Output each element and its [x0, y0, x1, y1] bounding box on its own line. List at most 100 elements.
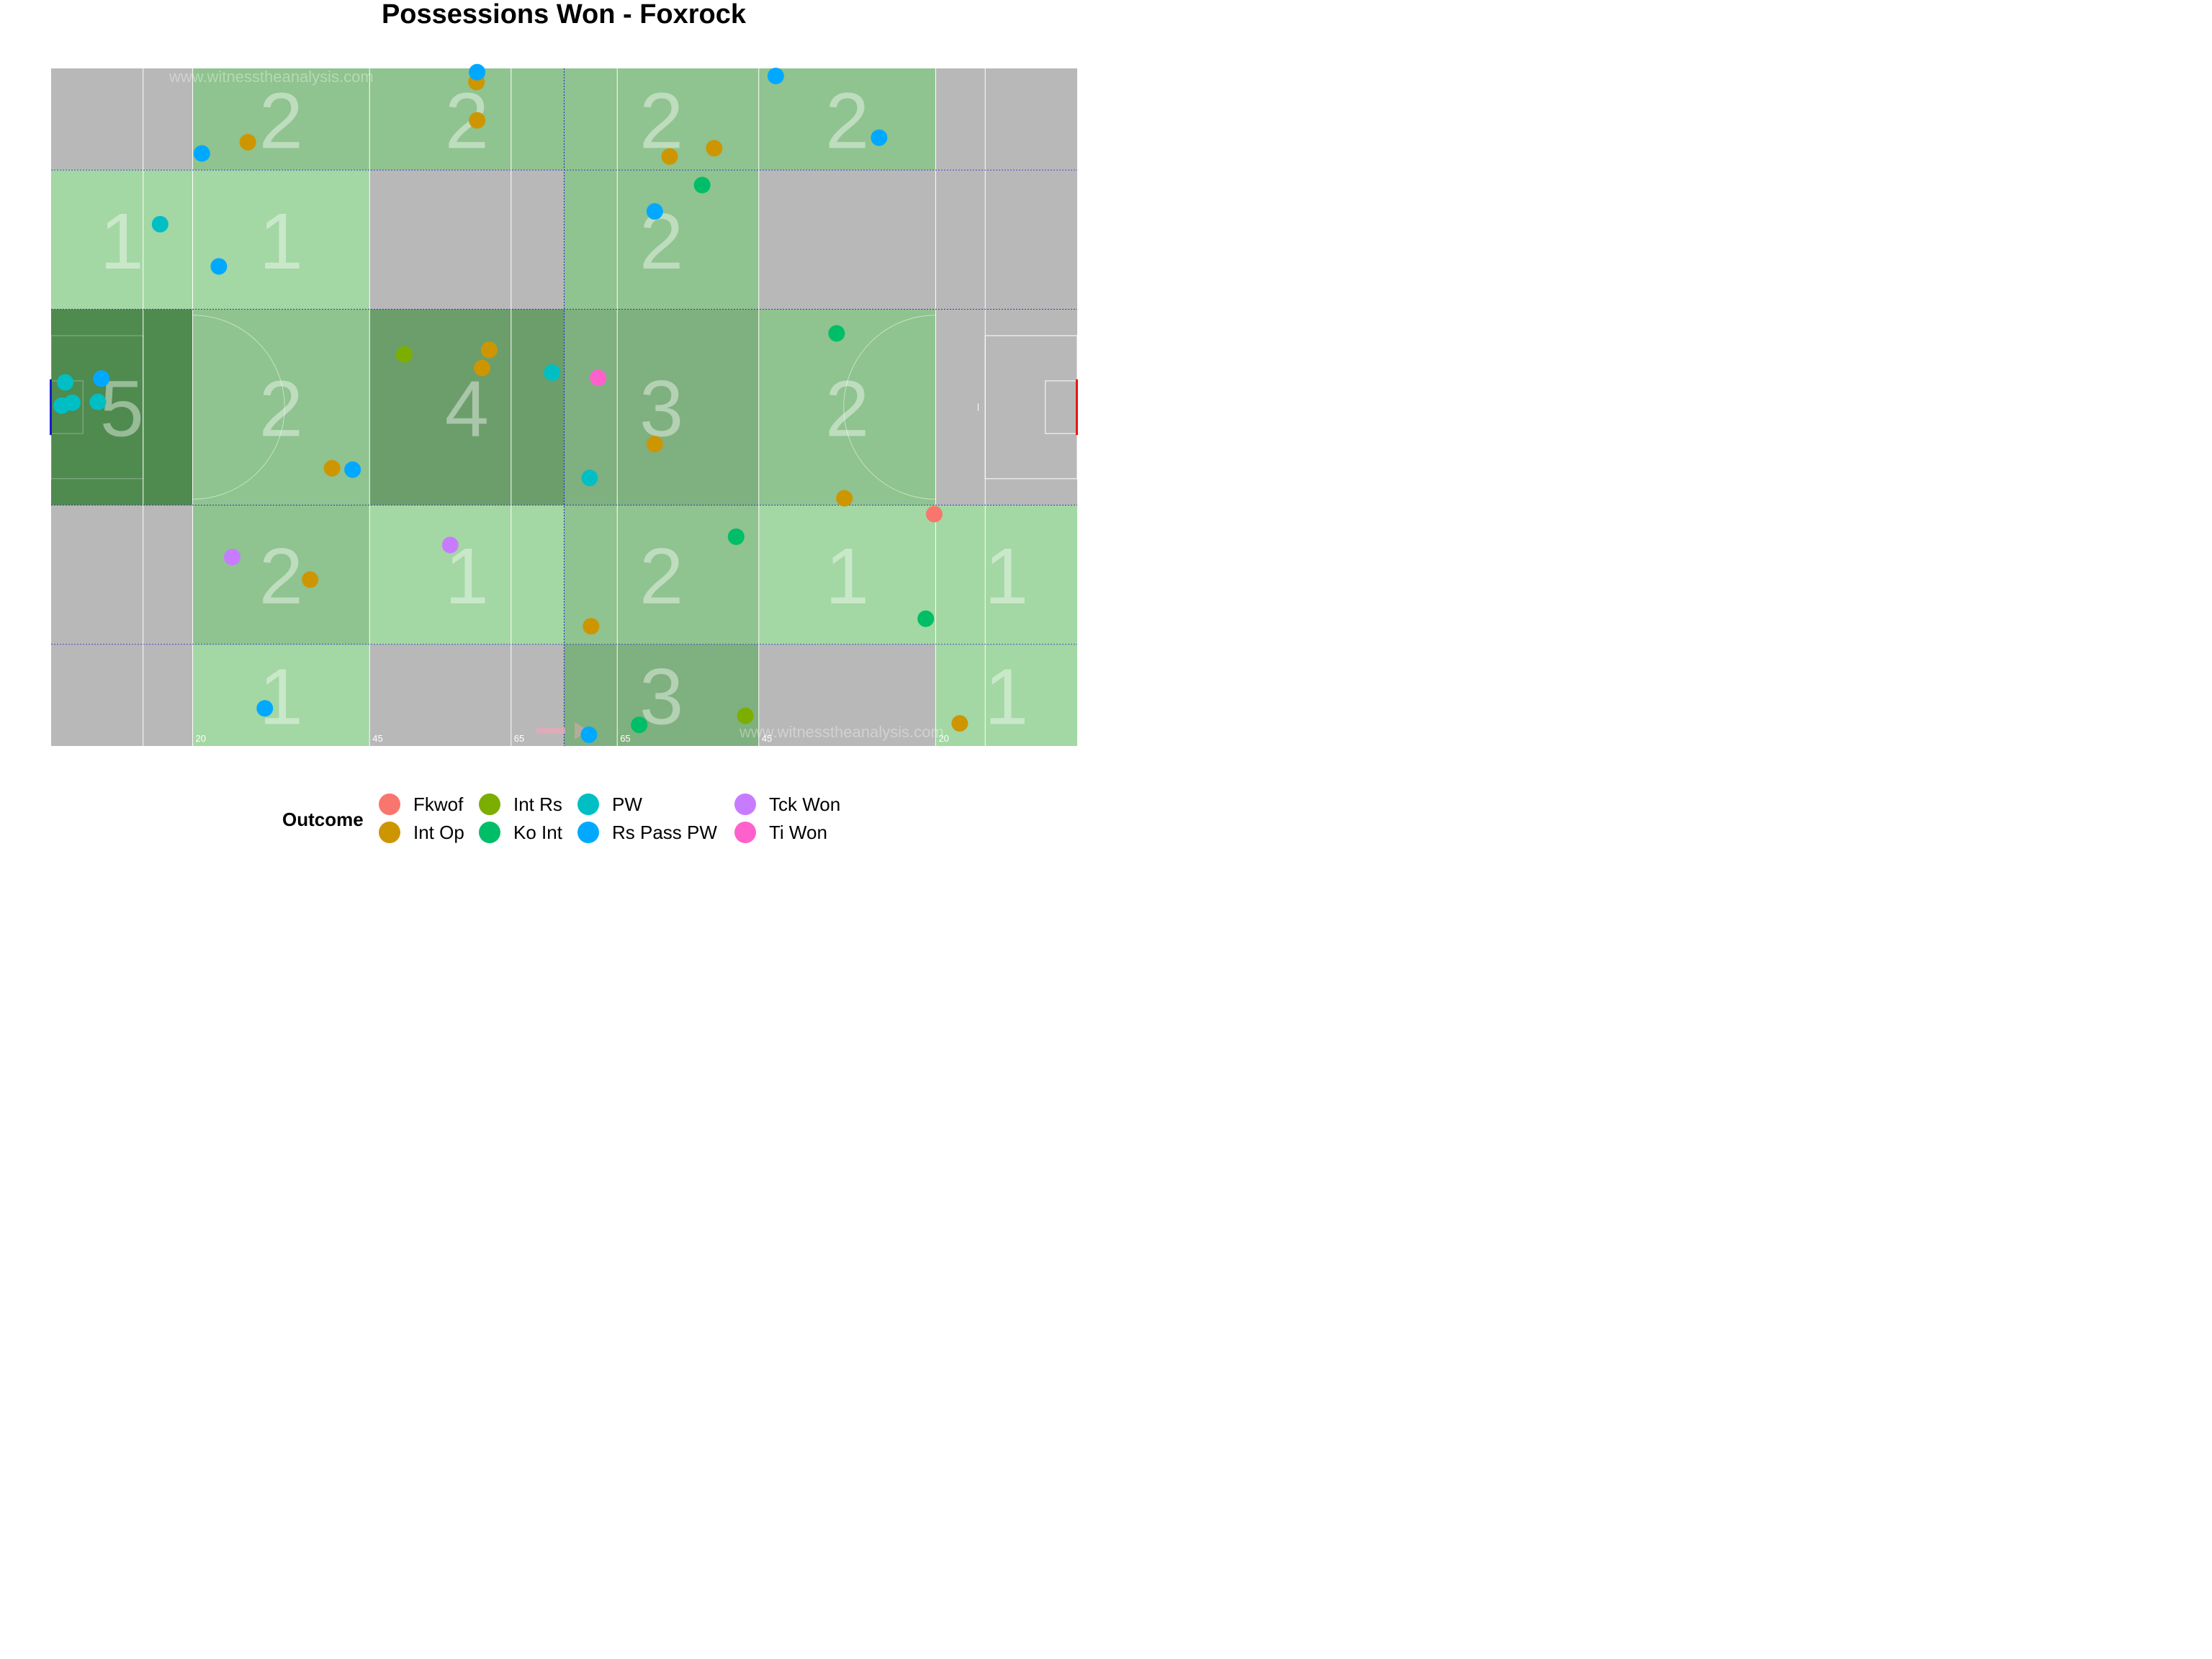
- possession-point: [828, 325, 845, 342]
- possession-point: [480, 341, 498, 359]
- legend-key: [577, 822, 599, 843]
- zone-cell: [192, 309, 370, 505]
- possession-point: [441, 536, 459, 554]
- zone-count: 2: [259, 532, 303, 621]
- zone-count: 4: [445, 365, 489, 454]
- possession-point: [581, 469, 598, 487]
- right-arc: [843, 315, 936, 500]
- watermark-top: www.witnesstheanalysis.com: [168, 68, 374, 86]
- possession-point: [583, 618, 600, 635]
- zone-count: 2: [825, 77, 869, 166]
- possession-point: [469, 63, 486, 81]
- legend-key: [379, 793, 400, 815]
- zone-cell: [369, 505, 565, 644]
- zone-cell: [758, 505, 936, 644]
- zone-cell: [564, 644, 759, 746]
- legend-key: [479, 793, 500, 815]
- zone-cell: [192, 170, 370, 310]
- zone-cell: [369, 309, 565, 505]
- possession-point: [224, 549, 241, 566]
- zone-count: 2: [259, 77, 303, 166]
- chart-title: Possessions Won - Foxrock: [382, 0, 747, 30]
- zone-count: 2: [259, 365, 303, 454]
- legend-label: Ko Int: [513, 822, 563, 843]
- tick-label: 45: [372, 733, 382, 744]
- possession-point: [925, 505, 943, 523]
- possession-points: [53, 63, 968, 743]
- zone-cell: [192, 68, 370, 171]
- legend-key: [479, 822, 500, 843]
- possession-point: [89, 393, 107, 410]
- possession-point: [693, 176, 711, 194]
- pitch-chart: Possessions Won - Foxrock 2 2 2 21 1 25 2 4 3 22 1…: [50, 0, 1078, 843]
- possession-point: [871, 129, 888, 146]
- zone-cell: [564, 309, 759, 505]
- possession-point: [344, 461, 361, 478]
- possession-point: [580, 726, 598, 743]
- zone-count: 1: [100, 197, 144, 286]
- legend-title: Outcome: [282, 809, 364, 830]
- legend-label: Fkwof: [413, 793, 464, 815]
- zone-count: 3: [639, 365, 683, 454]
- zone-count: 2: [825, 365, 869, 454]
- zone-cell: [935, 505, 1077, 644]
- zone-cell: [564, 68, 759, 171]
- zone-count: 1: [259, 652, 303, 741]
- legend: Outcome Fkwof Int Op Int Rs Ko Int PW Rs Pass…: [282, 793, 840, 843]
- possession-point: [631, 716, 648, 734]
- possession-point: [256, 700, 274, 717]
- possession-point: [93, 370, 110, 387]
- possession-point: [767, 67, 784, 84]
- zone-count: 2: [639, 77, 683, 166]
- pitch-lines: [50, 68, 1078, 746]
- legend-key: [577, 793, 599, 815]
- zone-count-labels: 2 2 2 21 1 25 2 4 3 22 1 2 1 11 3 1: [100, 77, 1029, 742]
- possession-point: [727, 528, 745, 545]
- watermark-bottom: www.witnesstheanalysis.com: [739, 723, 944, 741]
- tick-label: 65: [514, 733, 524, 744]
- legend-key: [734, 793, 756, 815]
- zone-count: 1: [984, 652, 1028, 741]
- possession-point: [590, 369, 607, 387]
- zone-count: 1: [259, 197, 303, 286]
- possession-point: [646, 203, 663, 220]
- possession-point: [646, 436, 663, 453]
- left-goal: [50, 379, 52, 436]
- possession-point: [210, 258, 228, 275]
- possession-point: [323, 459, 341, 477]
- zone-cell: [758, 309, 936, 505]
- tick-label: 20: [196, 733, 206, 744]
- zone-count: 1: [825, 532, 869, 621]
- legend-label: PW: [612, 793, 642, 815]
- zone-count: 1: [984, 532, 1028, 621]
- possession-point: [544, 364, 561, 381]
- possession-point: [151, 215, 168, 233]
- zone-cell: [369, 68, 565, 171]
- possession-point: [951, 715, 968, 732]
- possession-point: [469, 112, 486, 129]
- legend-key: [379, 822, 400, 843]
- possession-point: [193, 145, 210, 162]
- direction-arrow-shaft: [536, 728, 565, 734]
- distance-tick-labels: 20 45 65 65 45 20: [196, 733, 949, 744]
- possession-point: [395, 346, 413, 363]
- zone-cell: [192, 644, 370, 746]
- legend-label: Ti Won: [769, 822, 827, 843]
- zone-cell: [51, 170, 193, 310]
- legend-label: Int Rs: [513, 793, 562, 815]
- possession-point: [63, 394, 81, 411]
- zone-cell: [564, 170, 759, 310]
- legend-key: [734, 822, 756, 843]
- legend-label: Rs Pass PW: [612, 822, 717, 843]
- tick-label: 65: [620, 733, 630, 744]
- zone-count: 2: [639, 532, 683, 621]
- possession-point: [239, 133, 256, 150]
- possession-point: [474, 359, 490, 377]
- tick-label: 20: [938, 733, 948, 744]
- possession-point: [917, 610, 935, 627]
- possession-point: [836, 490, 853, 507]
- left-arc: [192, 315, 285, 500]
- possession-point: [57, 374, 74, 391]
- possession-point: [737, 707, 754, 724]
- legend-label: Tck Won: [769, 793, 840, 815]
